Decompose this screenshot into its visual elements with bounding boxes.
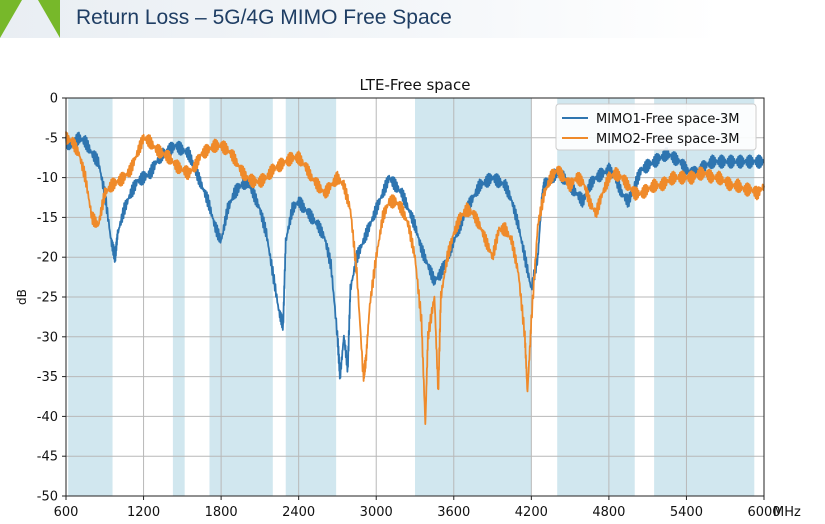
x-tick-label-8: 5400 (670, 505, 703, 520)
slide-title: Return Loss – 5G/4G MIMO Free Space (76, 6, 452, 29)
chart-series (65, 131, 765, 426)
y-tick-label-9: -45 (37, 450, 58, 465)
y-tick-label-0: 0 (50, 92, 58, 107)
chart-title: LTE-Free space (360, 76, 471, 94)
x-axis-unit: MHz (773, 505, 801, 520)
y-tick-label-3: -15 (37, 211, 58, 226)
series-line-1 (65, 131, 765, 380)
x-tick-label-4: 3000 (360, 505, 393, 520)
y-tick-label-6: -30 (37, 330, 58, 345)
y-tick-label-10: -50 (37, 490, 58, 505)
series-line-2 (65, 131, 765, 426)
title-accent-shape (0, 0, 22, 38)
x-tick-label-0: 600 (54, 505, 79, 520)
y-tick-label-4: -20 (37, 251, 58, 266)
y-tick-label-8: -40 (37, 410, 58, 425)
y-tick-label-1: -5 (45, 131, 58, 146)
x-tick-label-5: 3600 (437, 505, 470, 520)
axis-ticks: 600 1200 1800 2400 3000 3600 4200 4800 5400 6000 0… (37, 92, 781, 521)
x-tick-label-6: 4200 (515, 505, 548, 520)
x-tick-label-7: 4800 (592, 505, 625, 520)
legend-label-2: MIMO2-Free space-3M (596, 132, 740, 147)
x-tick-label-2: 1800 (205, 505, 238, 520)
legend-label-1: MIMO1-Free space-3M (596, 112, 740, 127)
slide-title-bar: Return Loss – 5G/4G MIMO Free Space (0, 0, 720, 38)
y-tick-label-5: -25 (37, 291, 58, 306)
x-tick-label-1: 1200 (127, 505, 160, 520)
chart-legend: MIMO1-Free space-3M MIMO2-Free space-3M (555, 103, 757, 151)
x-tick-label-3: 2400 (282, 505, 315, 520)
x-tick-label-9: 6000 (747, 505, 780, 520)
y-axis-label: dB (15, 289, 29, 305)
title-accent-shape-2 (38, 0, 60, 38)
legend-box (555, 103, 757, 151)
y-tick-label-7: -35 (37, 370, 58, 385)
y-tick-label-2: -10 (37, 171, 58, 186)
